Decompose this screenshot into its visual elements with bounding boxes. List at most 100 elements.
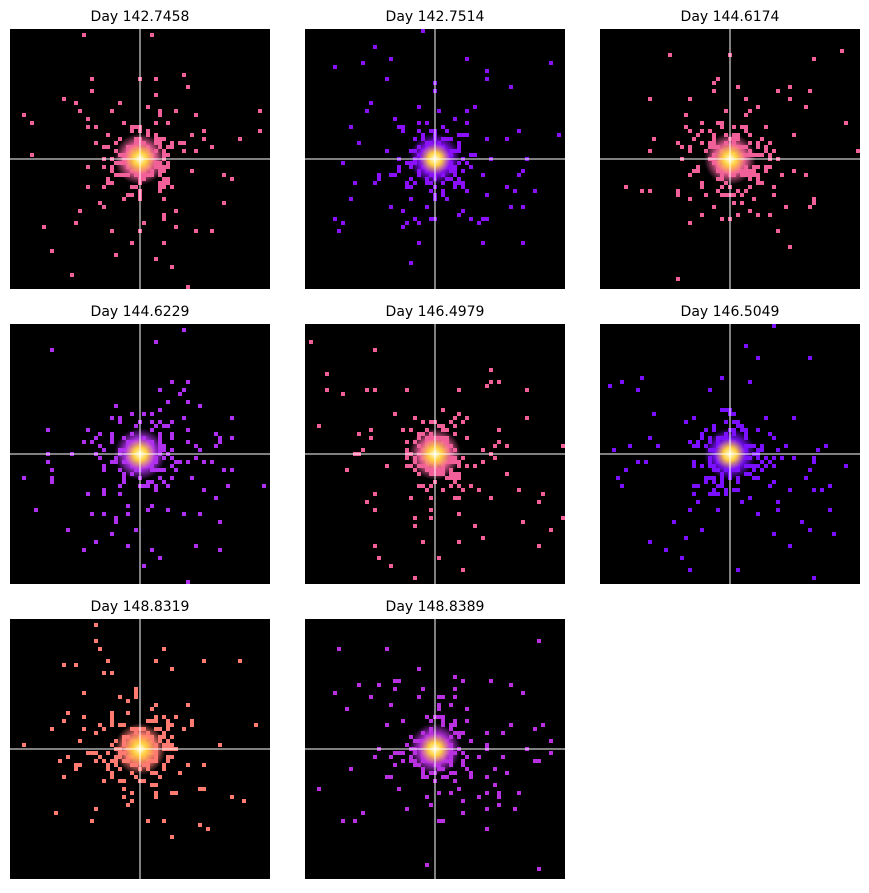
- pixel: [405, 388, 409, 392]
- pixel: [150, 428, 154, 432]
- pixel: [174, 109, 178, 113]
- pixel: [441, 125, 445, 129]
- pixel: [457, 735, 461, 739]
- pixel: [154, 771, 158, 775]
- pixel: [453, 476, 457, 480]
- pixel: [756, 141, 760, 145]
- pixel: [752, 169, 756, 173]
- pixel: [457, 476, 461, 480]
- pixel: [102, 185, 106, 189]
- pixel: [118, 779, 122, 783]
- pixel: [453, 695, 457, 699]
- pixel: [409, 185, 413, 189]
- pixel: [648, 97, 652, 101]
- pixel: [736, 424, 740, 428]
- pixel: [517, 173, 521, 177]
- pixel: [62, 97, 66, 101]
- pixel: [102, 464, 106, 468]
- pixel: [341, 392, 345, 396]
- pixel: [744, 113, 748, 117]
- pixel: [449, 476, 453, 480]
- pixel: [720, 125, 724, 129]
- pixel: [130, 791, 134, 795]
- pixel: [182, 141, 186, 145]
- pixel: [174, 715, 178, 719]
- pixel: [557, 133, 561, 137]
- pixel: [170, 476, 174, 480]
- pixel: [106, 133, 110, 137]
- pixel: [712, 81, 716, 85]
- pixel: [130, 241, 134, 245]
- pixel: [401, 751, 405, 755]
- pixel: [134, 185, 138, 189]
- pixel: [158, 432, 162, 436]
- pixel: [620, 484, 624, 488]
- pixel: [672, 520, 676, 524]
- pixel: [485, 775, 489, 779]
- pixel: [158, 476, 162, 480]
- pixel: [485, 384, 489, 388]
- pixel: [724, 408, 728, 412]
- pixel: [166, 755, 170, 759]
- pixel: [118, 416, 122, 420]
- pixel: [457, 464, 461, 468]
- pixel: [186, 763, 190, 767]
- pixel: [465, 109, 469, 113]
- pixel: [481, 173, 485, 177]
- pixel: [569, 723, 573, 727]
- pixel: [134, 695, 138, 699]
- pixel: [190, 169, 194, 173]
- pixel: [150, 783, 154, 787]
- pixel: [401, 209, 405, 213]
- pixel: [429, 516, 433, 520]
- pixel: [162, 763, 166, 767]
- pixel: [210, 145, 214, 149]
- pixel: [760, 137, 764, 141]
- pixel: [457, 787, 461, 791]
- pixel: [453, 432, 457, 436]
- pixel: [425, 775, 429, 779]
- pixel: [110, 460, 114, 464]
- pixel: [166, 153, 170, 157]
- pixel: [493, 444, 497, 448]
- pixel: [644, 460, 648, 464]
- pixel: [772, 480, 776, 484]
- pixel: [612, 448, 616, 452]
- pixel: [736, 85, 740, 89]
- pixel: [501, 755, 505, 759]
- pixel: [720, 376, 724, 380]
- pixel: [537, 544, 541, 548]
- pixel: [114, 173, 118, 177]
- pixel: [477, 755, 481, 759]
- pixel: [413, 576, 417, 580]
- pixel: [337, 647, 341, 651]
- pixel: [760, 444, 764, 448]
- pixel: [66, 711, 70, 715]
- pixel: [142, 484, 146, 488]
- pixel: [473, 153, 477, 157]
- pixel: [186, 580, 190, 584]
- pixel: [676, 193, 680, 197]
- pixel: [756, 456, 760, 460]
- pixel: [465, 189, 469, 193]
- pixel: [202, 137, 206, 141]
- pixel: [712, 488, 716, 492]
- pixel: [46, 460, 50, 464]
- pixel: [114, 763, 118, 767]
- pixel: [752, 197, 756, 201]
- pixel: [521, 241, 525, 245]
- pixel: [652, 412, 656, 416]
- pixel: [417, 241, 421, 245]
- pixel: [688, 173, 692, 177]
- pixel: [126, 193, 130, 197]
- pixel: [94, 436, 98, 440]
- pixel: [98, 456, 102, 460]
- pixel: [736, 213, 740, 217]
- pixel: [142, 564, 146, 568]
- pixel: [401, 719, 405, 723]
- pixel: [437, 424, 441, 428]
- pixel: [94, 731, 98, 735]
- pixel: [309, 340, 313, 344]
- pixel: [856, 149, 860, 153]
- pixel: [170, 185, 174, 189]
